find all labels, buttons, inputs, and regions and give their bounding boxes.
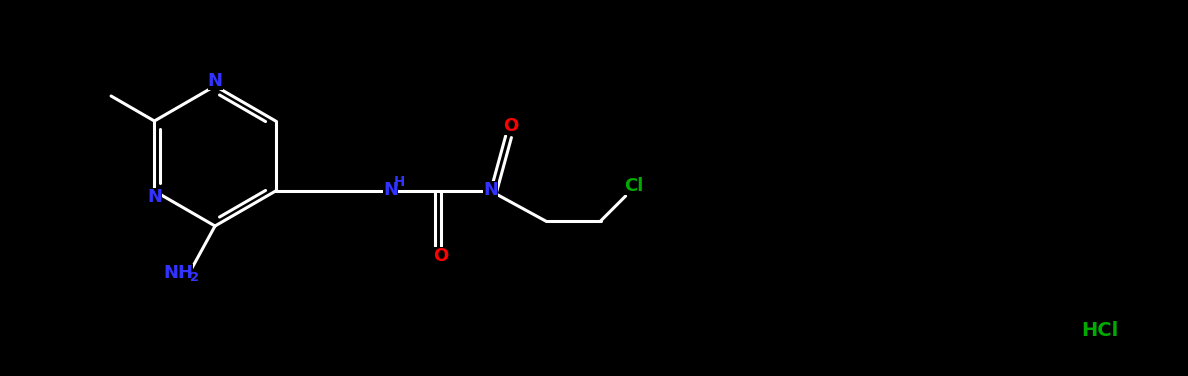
- Text: N: N: [383, 181, 398, 199]
- Text: H: H: [393, 176, 405, 190]
- Text: O: O: [432, 247, 448, 265]
- Text: Cl: Cl: [624, 177, 644, 195]
- Text: NH: NH: [163, 264, 192, 282]
- Text: N: N: [208, 71, 222, 89]
- Text: N: N: [147, 188, 162, 206]
- Text: N: N: [484, 181, 498, 199]
- Text: HCl: HCl: [1081, 321, 1119, 341]
- Text: O: O: [503, 117, 518, 135]
- Text: 2: 2: [190, 271, 200, 284]
